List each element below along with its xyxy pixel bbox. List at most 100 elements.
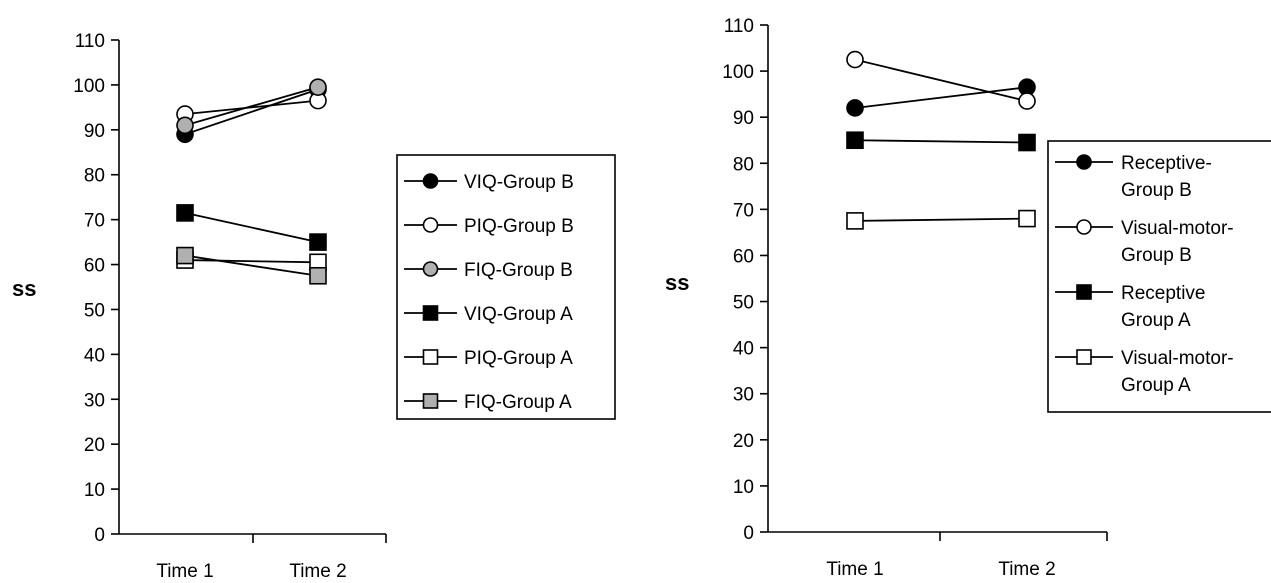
y-tick-label: 40	[733, 339, 754, 360]
data-point	[846, 212, 864, 230]
legend-label: PIQ-Group A	[464, 348, 573, 369]
data-point	[176, 204, 194, 222]
series-receptive-group-a	[846, 131, 1036, 152]
series-fiq-group-a	[176, 246, 327, 285]
legend-marker	[1076, 349, 1092, 365]
y-tick-label: 30	[84, 390, 105, 411]
data-point	[846, 50, 864, 69]
y-tick-label: 0	[743, 523, 754, 544]
legend-marker	[422, 261, 439, 277]
y-tick-label: 60	[84, 256, 105, 277]
series-piq-group-a	[176, 251, 327, 272]
series-line	[854, 217, 1028, 222]
legend-marker	[422, 305, 439, 321]
series-visual-motor-group-a	[846, 209, 1036, 230]
data-point	[846, 99, 864, 117]
legend-marker	[422, 217, 439, 233]
y-tick-label: 110	[75, 31, 105, 52]
data-point	[1018, 133, 1036, 152]
legend-label: Visual-motor-	[1121, 348, 1234, 369]
legend-item: FIQ-Group B	[404, 260, 573, 281]
legend-marker	[422, 349, 439, 365]
data-point	[176, 116, 194, 135]
x-tick-label: Time 2	[998, 559, 1055, 580]
legend-label: VIQ-Group B	[464, 172, 574, 193]
y-tick-label: 70	[84, 211, 105, 232]
series-line	[184, 254, 319, 277]
y-tick-label: 60	[733, 246, 754, 267]
series-visual-motor-group-b	[846, 50, 1036, 110]
legend-marker	[1076, 219, 1092, 235]
legend-label: Group B	[1121, 245, 1192, 266]
legend-label: FIQ-Group B	[464, 260, 573, 281]
legend-item: Receptive Group A	[1055, 283, 1206, 331]
y-tick-label: 110	[724, 16, 754, 37]
legend-marker	[1076, 154, 1092, 170]
data-point	[309, 233, 327, 251]
legend-item: Visual-motor- Group B	[1055, 218, 1234, 266]
data-point	[1018, 92, 1036, 110]
data-point	[846, 131, 864, 150]
series-piq-group-b	[176, 91, 327, 123]
legend-box	[1047, 140, 1271, 413]
data-point	[309, 266, 327, 285]
y-tick-label: 10	[733, 477, 754, 498]
y-tick-label: 100	[722, 62, 754, 83]
y-tick-label: 90	[84, 121, 105, 142]
data-point	[1018, 209, 1036, 228]
legend-item: FIQ-Group A	[404, 392, 572, 413]
legend: VIQ-Group B PIQ-Group B FIQ-Group B VIQ-Gro…	[396, 154, 616, 420]
chart-iq-scores: ss 0 10 20 30 40 50 60 70 80 90 100 110 Time 1 Time 2…	[12, 31, 616, 582]
series-line	[184, 86, 319, 127]
series-line	[184, 99, 319, 115]
legend-marker	[422, 173, 439, 189]
series-fiq-group-b	[176, 78, 327, 135]
y-tick-label: 100	[73, 76, 105, 97]
y-tick-label: 10	[84, 480, 105, 501]
legend-marker	[422, 393, 439, 409]
legend-item: VIQ-Group B	[404, 172, 574, 193]
y-tick-label: 80	[84, 166, 105, 187]
y-tick-label: 90	[733, 108, 754, 129]
legend-label: Receptive-	[1121, 153, 1212, 174]
y-axis-label: ss	[12, 276, 36, 301]
x-tick-label: Time 1	[826, 559, 883, 580]
legend-item: PIQ-Group A	[404, 348, 573, 369]
legend-box	[396, 154, 616, 420]
series-line	[854, 58, 1028, 102]
series-line	[184, 259, 319, 264]
legend-label: Group B	[1121, 180, 1192, 201]
legend-marker	[1076, 284, 1092, 300]
series-line	[854, 139, 1028, 144]
legend-label: PIQ-Group B	[464, 216, 574, 237]
series-line	[184, 212, 319, 243]
x-tick-label: Time 1	[156, 561, 213, 582]
y-tick-label: 0	[94, 525, 105, 546]
series-viq-group-a	[176, 204, 327, 251]
data-point	[176, 246, 194, 265]
data-point	[309, 78, 327, 96]
series-receptive-group-b	[846, 78, 1036, 117]
legend-item: VIQ-Group A	[404, 304, 573, 325]
legend-item: Receptive- Group B	[1055, 153, 1212, 201]
series-line	[184, 88, 319, 136]
y-tick-label: 80	[733, 154, 754, 175]
legend-label: VIQ-Group A	[464, 304, 573, 325]
y-tick-label: 50	[733, 293, 754, 314]
legend-item: PIQ-Group B	[404, 216, 574, 237]
legend-label: FIQ-Group A	[464, 392, 572, 413]
chart-language-visual-motor-scores: ss 0 10 20 30 40 50 60 70 80 90 100 110 Time 1 Time 2…	[665, 16, 1271, 580]
legend-label: Group A	[1121, 310, 1191, 331]
legend-label: Receptive	[1121, 283, 1206, 304]
y-tick-label: 40	[84, 345, 105, 366]
y-tick-label: 70	[733, 200, 754, 221]
y-tick-label: 50	[84, 300, 105, 321]
y-tick-label: 20	[733, 431, 754, 452]
y-axis-label: ss	[665, 270, 689, 295]
x-tick-label: Time 2	[289, 561, 346, 582]
legend-item: Visual-motor- Group A	[1055, 348, 1234, 396]
series-line	[854, 86, 1028, 109]
y-tick-label: 30	[733, 385, 754, 406]
